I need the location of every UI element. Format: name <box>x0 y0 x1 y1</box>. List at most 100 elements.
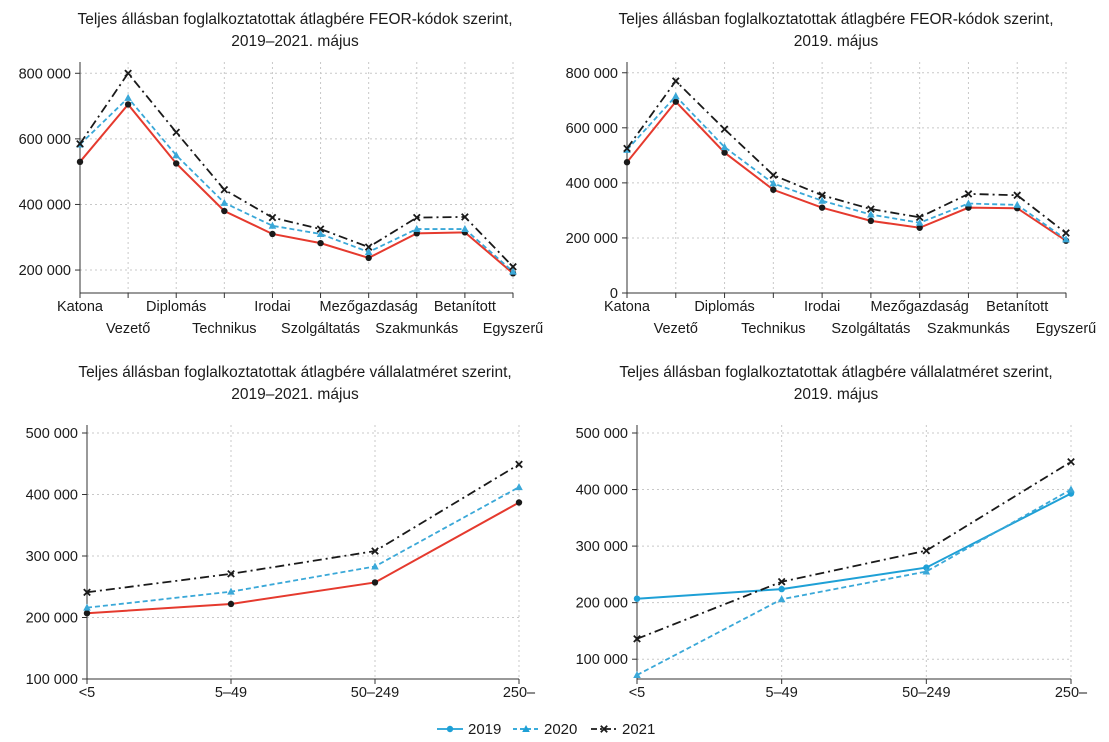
point-2021-8 <box>1013 191 1022 200</box>
legend-label: 2021 <box>622 721 655 738</box>
point-2020-2 <box>172 151 181 159</box>
chart-title-line-2: 2019. május <box>794 33 879 50</box>
point-2019-1 <box>778 585 785 593</box>
y-tick-label: 600 000 <box>566 121 618 137</box>
point-2020-2 <box>371 562 379 570</box>
point-2021-4 <box>818 191 826 200</box>
point-2020-2 <box>922 567 931 575</box>
series-line-2021 <box>636 461 1072 640</box>
point-2019-0 <box>83 609 91 617</box>
chart-title-line-1: Teljes állásban foglalkoztatottak átlagb… <box>78 364 511 381</box>
legend-label: 2019 <box>468 721 501 738</box>
x-tick-label: <5 <box>79 685 96 701</box>
legend-label: 2020 <box>544 721 577 738</box>
point-2020-3 <box>769 179 778 187</box>
point-2019-1 <box>124 101 132 108</box>
point-2021-7 <box>964 190 973 198</box>
x-tick-label: Katona <box>57 299 104 315</box>
x-tick-label: 250– <box>1055 685 1088 701</box>
chart-panel-1: Teljes állásban foglalkoztatottak átlagb… <box>19 11 544 337</box>
x-tick-label: Mezőgazdaság <box>870 299 968 315</box>
point-2021-9 <box>1062 229 1070 237</box>
point-2021-1 <box>671 77 680 85</box>
point-2019-2 <box>721 149 728 156</box>
x-tick-label: Technikus <box>741 321 805 337</box>
x-tick-label: Diplomás <box>146 299 206 315</box>
point-2019-3 <box>770 186 777 193</box>
series-line-2020 <box>86 486 520 609</box>
y-tick-label: 200 000 <box>576 596 628 612</box>
point-2021-3 <box>220 185 229 194</box>
point-2019-6 <box>365 254 372 262</box>
point-2019-3 <box>515 499 523 506</box>
y-tick-label: 100 000 <box>576 652 628 668</box>
point-2020-1 <box>777 595 786 603</box>
y-tick-label: 500 000 <box>576 426 628 442</box>
chart-panel-2: Teljes állásban foglalkoztatottak átlagb… <box>566 11 1097 337</box>
series-line-2019 <box>86 501 520 615</box>
point-2020-9 <box>1062 235 1070 243</box>
point-2019-4 <box>818 204 826 211</box>
point-2020-7 <box>964 199 973 207</box>
series-line-2021 <box>86 463 520 594</box>
x-tick-label: 250– <box>503 685 536 701</box>
point-2020-1 <box>671 92 680 100</box>
x-tick-label: Szakmunkás <box>375 321 458 337</box>
series-line-2019 <box>79 102 514 275</box>
point-2020-5 <box>316 229 325 237</box>
y-tick-label: 0 <box>610 286 618 302</box>
point-2019-0 <box>76 158 84 166</box>
x-tick-label: Vezető <box>106 321 150 337</box>
point-2020-3 <box>1067 485 1075 493</box>
x-tick-label: <5 <box>629 685 646 701</box>
x-tick-label: Irodai <box>254 299 290 315</box>
point-2019-5 <box>867 217 875 225</box>
x-tick-label: Technikus <box>192 321 256 337</box>
x-tick-label: 50–249 <box>351 685 399 701</box>
point-2021-8 <box>461 213 469 221</box>
point-2021-1 <box>777 577 786 586</box>
point-2019-5 <box>317 239 324 247</box>
y-tick-label: 400 000 <box>566 176 618 192</box>
series-line-2020 <box>79 96 514 273</box>
point-2021-3 <box>1067 458 1075 466</box>
point-2019-4 <box>269 230 276 238</box>
series-line-2021 <box>626 79 1067 234</box>
y-tick-label: 200 000 <box>566 231 618 247</box>
y-tick-label: 200 000 <box>19 263 71 279</box>
point-2021-7 <box>412 213 421 222</box>
x-tick-label: Betanított <box>986 299 1048 315</box>
x-tick-label: Katona <box>604 299 651 315</box>
legend-item-2019: 2019 <box>437 721 501 738</box>
point-2021-9 <box>509 262 517 271</box>
chart-title-line-1: Teljes állásban foglalkoztatottak átlagb… <box>619 364 1052 381</box>
y-tick-label: 600 000 <box>19 132 71 148</box>
point-2020-8 <box>1013 200 1022 208</box>
point-2021-2 <box>371 547 379 555</box>
point-2021-0 <box>623 144 631 153</box>
point-2020-8 <box>461 225 469 233</box>
legend: 2019 2020 2021 <box>437 721 655 738</box>
point-2021-2 <box>172 128 181 137</box>
point-2021-3 <box>769 171 778 180</box>
chart-title-line-1: Teljes állásban foglalkoztatottak átlagb… <box>77 11 512 28</box>
chart-panels: Teljes állásban foglalkoztatottak átlagb… <box>19 11 1097 701</box>
x-tick-label: Egyszerű <box>1036 321 1096 337</box>
point-2021-4 <box>268 213 277 222</box>
point-2021-1 <box>227 569 235 578</box>
point-2021-5 <box>316 225 325 233</box>
point-legend-1 <box>522 725 530 732</box>
point-2020-1 <box>227 587 235 595</box>
x-tick-label: Diplomás <box>694 299 754 315</box>
y-tick-label: 300 000 <box>576 539 628 555</box>
point-2020-3 <box>515 483 523 491</box>
point-2021-2 <box>922 546 931 555</box>
point-2021-0 <box>633 635 641 643</box>
series-line-2020 <box>636 488 1072 676</box>
y-tick-label: 800 000 <box>566 66 618 82</box>
series-line-2019 <box>626 100 1067 242</box>
point-2020-1 <box>124 93 132 101</box>
point-2020-4 <box>268 221 277 229</box>
chart-title-line-2: 2019–2021. május <box>231 33 359 50</box>
